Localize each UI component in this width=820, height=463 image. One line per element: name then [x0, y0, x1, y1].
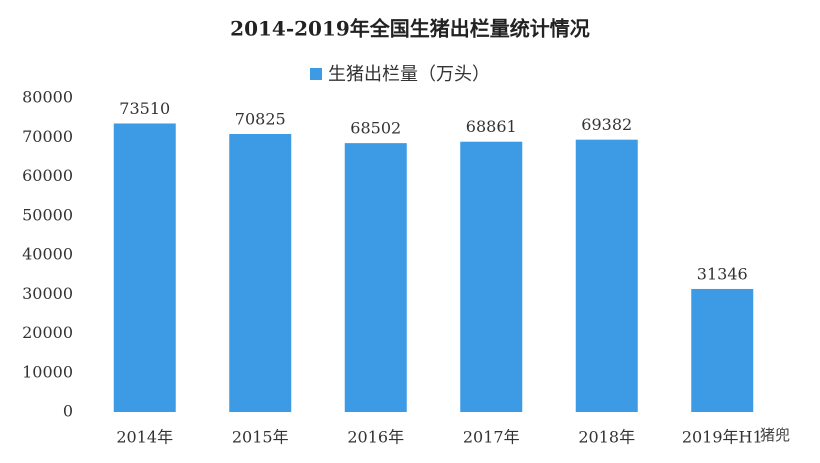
y-tick-label: 70000	[22, 127, 73, 146]
legend-swatch	[310, 68, 322, 80]
data-label: 31346	[697, 264, 748, 283]
x-tick-label: 2018年	[578, 428, 635, 447]
y-tick-label: 10000	[22, 362, 73, 381]
data-label: 70825	[235, 110, 286, 129]
y-tick-label: 40000	[22, 245, 73, 264]
data-label: 68861	[466, 117, 517, 136]
bar	[113, 123, 176, 412]
bar	[691, 288, 754, 412]
bar	[229, 134, 292, 412]
y-tick-label: 30000	[22, 284, 73, 303]
y-tick-label: 20000	[22, 323, 73, 342]
bar	[344, 143, 407, 413]
chart-title: 2014-2019年全国生猪出栏量统计情况	[230, 17, 590, 41]
x-tick-label: 2016年	[347, 428, 404, 447]
y-tick-label: 50000	[22, 205, 73, 224]
y-tick-label: 60000	[22, 166, 73, 185]
x-tick-label: 2015年	[232, 428, 289, 447]
bar	[460, 141, 523, 412]
x-tick-label: 2019年H1	[682, 428, 763, 447]
data-label: 73510	[119, 99, 170, 118]
y-tick-label: 80000	[22, 88, 73, 107]
bar	[575, 139, 638, 412]
y-tick-label: 0	[63, 402, 73, 421]
data-label: 69382	[581, 115, 632, 134]
watermark: 猪兜	[760, 426, 790, 444]
x-tick-label: 2014年	[116, 428, 173, 447]
legend-label: 生猪出栏量（万头）	[328, 64, 490, 85]
data-label: 68502	[350, 119, 401, 138]
x-tick-label: 2017年	[463, 428, 520, 447]
